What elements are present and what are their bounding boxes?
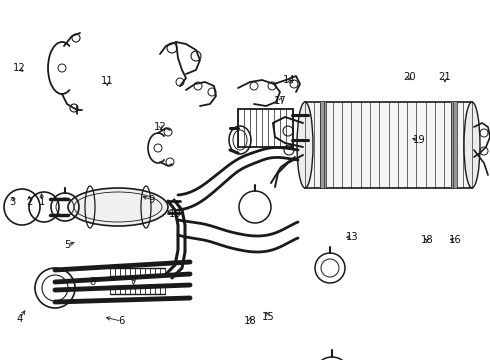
Text: 4: 4 [17,314,23,324]
Text: 14: 14 [283,75,295,85]
Text: 21: 21 [439,72,451,82]
Text: 12: 12 [154,122,167,132]
Text: 12: 12 [13,63,26,73]
Text: 2: 2 [26,197,33,207]
Text: 15: 15 [262,312,275,322]
Bar [320,102,326,188]
Text: 20: 20 [403,72,416,82]
Text: 3: 3 [9,197,15,207]
Ellipse shape [68,188,168,226]
Ellipse shape [464,102,480,188]
Bar [451,102,457,188]
Text: 17: 17 [274,96,287,106]
Text: 10: 10 [169,209,182,219]
Text: 16: 16 [449,235,462,246]
Text: 7: 7 [130,276,137,287]
Text: 8: 8 [89,276,95,287]
Ellipse shape [297,102,313,188]
Text: 6: 6 [118,316,125,326]
Text: 11: 11 [100,76,113,86]
Text: 1: 1 [38,197,45,207]
Text: 19: 19 [413,135,425,145]
Text: 18: 18 [244,316,256,326]
Bar [305,102,472,188]
Text: 9: 9 [148,195,155,205]
Text: 18: 18 [421,235,434,246]
Text: 5: 5 [64,240,71,250]
Text: 13: 13 [345,232,358,242]
